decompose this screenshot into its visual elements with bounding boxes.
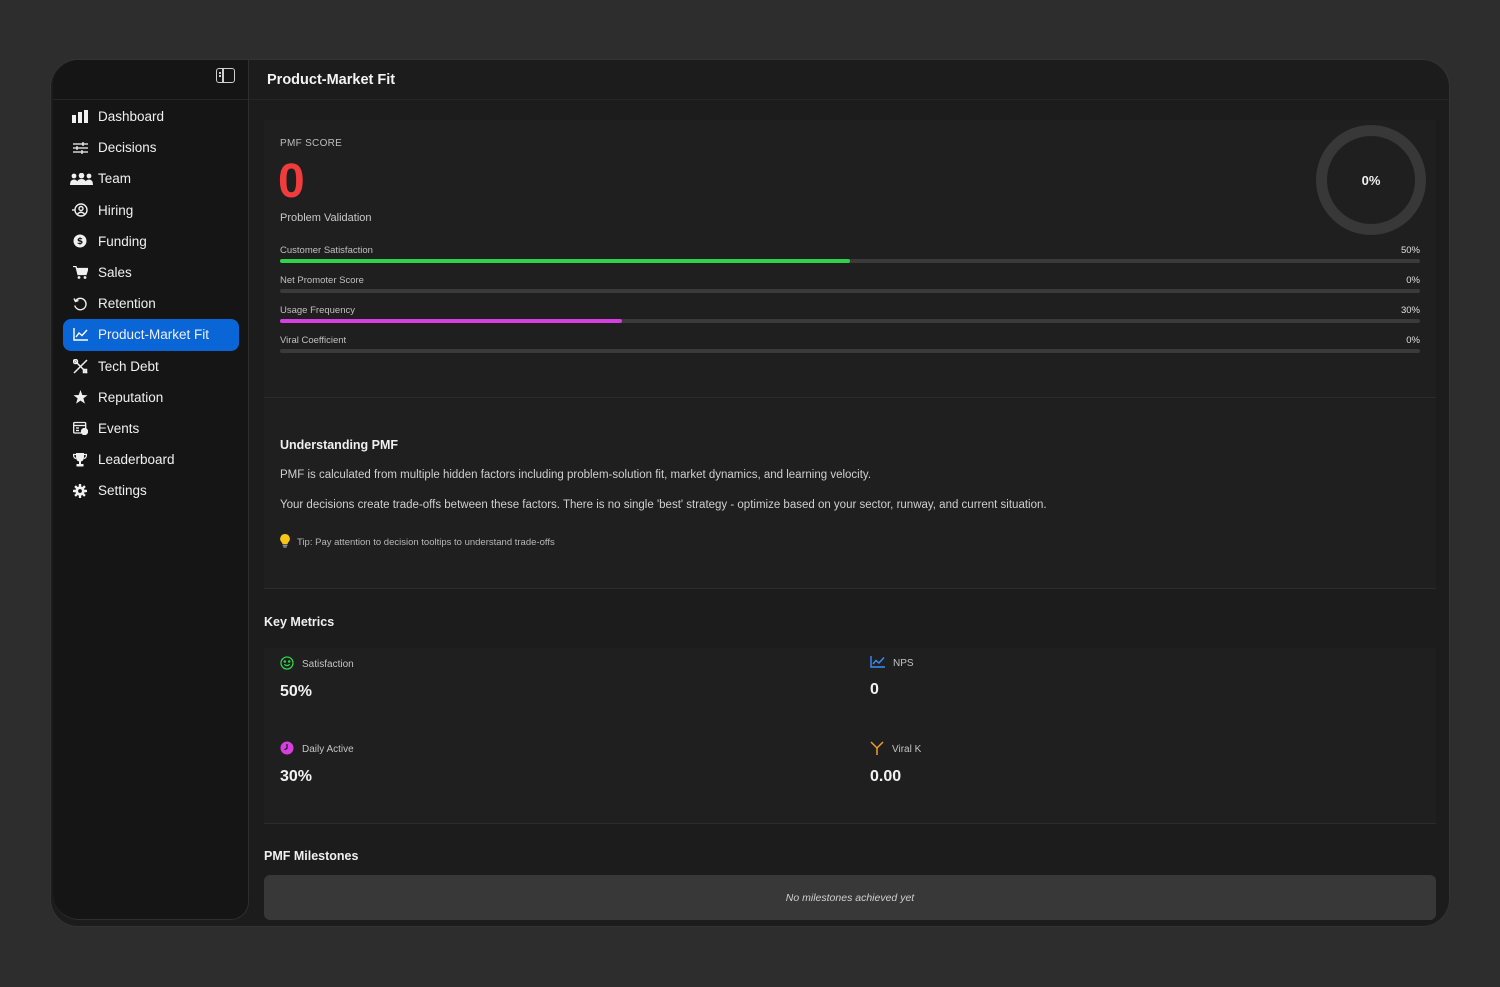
milestones-title: PMF Milestones <box>264 849 359 863</box>
pmf-score-label: PMF SCORE <box>280 138 343 149</box>
factor-track <box>280 259 1420 263</box>
pmf-score-value: 0 <box>278 155 305 208</box>
trend-icon <box>870 656 885 671</box>
clock-icon <box>280 741 294 758</box>
page-title: Product-Market Fit <box>249 60 1449 100</box>
metric-value: 0.00 <box>870 768 902 785</box>
tip-text: Tip: Pay attention to decision tooltips … <box>297 537 555 548</box>
metric-label: Daily Active <box>302 744 354 755</box>
sidebar-item-label: Reputation <box>98 389 164 405</box>
key-metrics-title: Key Metrics <box>264 615 335 629</box>
lightbulb-icon <box>280 533 290 551</box>
team-icon <box>69 171 93 186</box>
branch-icon <box>870 741 884 758</box>
sidebar-item-label: Events <box>98 420 140 436</box>
sidebar-item-dashboard[interactable]: Dashboard <box>63 101 239 132</box>
hiring-icon <box>71 203 89 218</box>
factor-value: 0% <box>1406 335 1420 346</box>
understanding-pmf-card: Understanding PMF PMF is calculated from… <box>264 399 1436 589</box>
factor-name: Viral Coefficient <box>280 335 347 346</box>
sidebar-item-label: Decisions <box>98 140 157 156</box>
sidebar-item-decisions[interactable]: Decisions <box>63 132 239 163</box>
metric-nps: NPS 0 <box>870 656 1170 706</box>
key-metrics-card: Satisfaction 50% NPS 0 Daily A <box>264 648 1436 824</box>
sidebar-item-settings[interactable]: Settings <box>63 475 239 506</box>
factor-track <box>280 289 1420 293</box>
factor-bar-viral-coefficient: Viral Coefficient 0% <box>280 335 1420 357</box>
sidebar-item-product-market-fit[interactable]: Product-Market Fit <box>63 319 239 351</box>
smile-icon <box>280 656 294 673</box>
sidebar-item-label: Funding <box>98 233 147 249</box>
sidebar-item-leaderboard[interactable]: Leaderboard <box>63 444 239 475</box>
metric-satisfaction: Satisfaction 50% <box>280 656 580 706</box>
metric-value: 0 <box>870 681 879 698</box>
sidebar-item-hiring[interactable]: Hiring <box>63 195 239 226</box>
factor-bar-customer-satisfaction: Customer Satisfaction 50% <box>280 245 1420 267</box>
factor-value: 50% <box>1400 245 1420 256</box>
sidebar-item-label: Dashboard <box>98 109 165 125</box>
sidebar-item-events[interactable]: Events <box>63 413 239 444</box>
factor-fill <box>280 319 622 323</box>
star-icon <box>71 390 89 405</box>
metric-label: Viral K <box>892 744 922 755</box>
trophy-icon <box>71 452 89 467</box>
metric-label: Satisfaction <box>302 659 354 670</box>
sidebar-item-label: Product-Market Fit <box>98 327 210 343</box>
factor-track <box>280 349 1420 353</box>
sidebar-header <box>53 60 248 100</box>
sidebar: Dashboard Decisions Team Hiring <box>53 60 249 920</box>
bar-chart-icon <box>71 109 89 124</box>
factor-value: 30% <box>1400 305 1420 316</box>
pmf-score-card: PMF SCORE 0 Problem Validation 0% Custom… <box>264 120 1436 398</box>
refresh-icon <box>71 296 89 311</box>
factor-bar-usage-frequency: Usage Frequency 30% <box>280 305 1420 327</box>
factor-name: Usage Frequency <box>280 305 355 316</box>
sidebar-item-reputation[interactable]: Reputation <box>63 382 239 413</box>
factor-track <box>280 319 1420 323</box>
sidebar-item-label: Retention <box>98 296 156 312</box>
milestones-empty-text: No milestones achieved yet <box>785 891 915 904</box>
factor-value: 0% <box>1406 275 1420 286</box>
sidebar-item-tech-debt[interactable]: Tech Debt <box>63 351 239 382</box>
metric-label: NPS <box>893 658 914 669</box>
understanding-paragraph-1: PMF is calculated from multiple hidden f… <box>280 469 872 481</box>
sliders-icon <box>71 140 89 155</box>
sidebar-item-label: Tech Debt <box>98 358 159 374</box>
metric-viral-k: Viral K 0.00 <box>870 741 1170 791</box>
understanding-title: Understanding PMF <box>280 438 399 452</box>
sidebar-item-label: Sales <box>98 265 132 281</box>
trend-icon <box>71 327 89 342</box>
sidebar-item-funding[interactable]: $ Funding <box>63 226 239 257</box>
app-window: Dashboard Decisions Team Hiring <box>50 59 1450 927</box>
calendar-icon <box>71 421 89 436</box>
main-content: Product-Market Fit PMF SCORE 0 Problem V… <box>249 60 1449 926</box>
tools-icon <box>71 358 89 374</box>
tip: Tip: Pay attention to decision tooltips … <box>280 533 555 551</box>
factor-bar-net-promoter-score: Net Promoter Score 0% <box>280 275 1420 297</box>
sidebar-toggle-icon[interactable] <box>216 68 235 83</box>
dollar-icon: $ <box>71 234 89 249</box>
gear-icon <box>71 483 89 498</box>
milestones-empty-state: No milestones achieved yet <box>264 875 1436 920</box>
sidebar-item-team[interactable]: Team <box>63 163 239 194</box>
cart-icon <box>71 265 89 280</box>
pmf-stage: Problem Validation <box>280 212 372 224</box>
understanding-paragraph-2: Your decisions create trade-offs between… <box>280 499 1047 511</box>
factor-name: Net Promoter Score <box>280 275 364 286</box>
sidebar-nav: Dashboard Decisions Team Hiring <box>53 100 248 506</box>
sidebar-item-sales[interactable]: Sales <box>63 257 239 288</box>
sidebar-item-label: Leaderboard <box>98 452 175 468</box>
metric-value: 50% <box>280 683 313 700</box>
sidebar-item-label: Settings <box>98 483 147 499</box>
sidebar-item-retention[interactable]: Retention <box>63 288 239 319</box>
metric-value: 30% <box>280 768 313 785</box>
factor-name: Customer Satisfaction <box>280 245 373 256</box>
factor-fill <box>280 259 850 263</box>
pmf-progress-ring: 0% <box>1316 125 1426 235</box>
metric-daily-active: Daily Active 30% <box>280 741 580 791</box>
sidebar-item-label: Team <box>98 171 132 187</box>
pmf-ring-value: 0% <box>1361 172 1381 188</box>
svg-text:$: $ <box>77 237 83 247</box>
sidebar-item-label: Hiring <box>98 202 134 218</box>
